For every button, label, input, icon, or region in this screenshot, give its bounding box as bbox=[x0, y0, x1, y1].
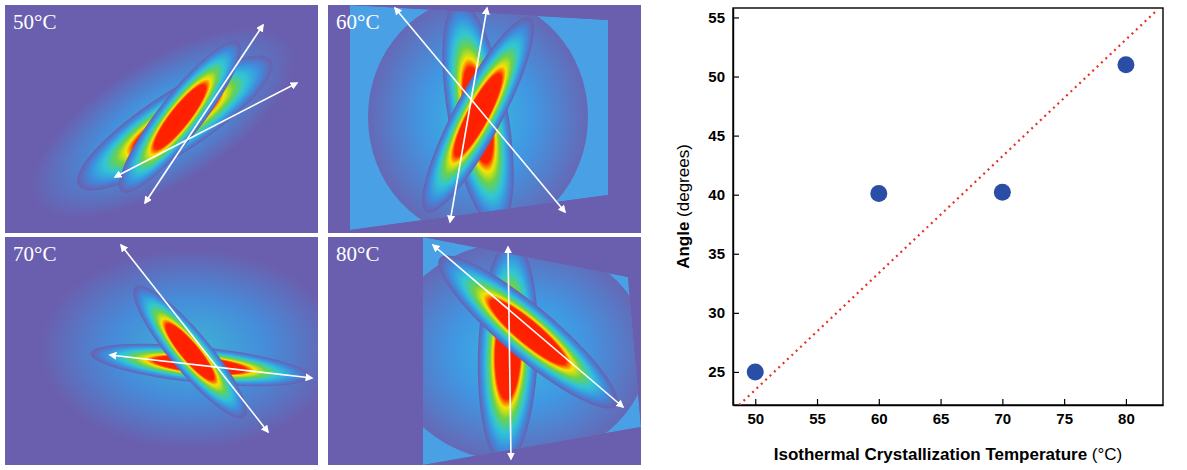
tick: 50 bbox=[747, 399, 764, 427]
pattern-panel: 70°C bbox=[5, 237, 340, 465]
tick-mark bbox=[733, 17, 739, 18]
tick-mark bbox=[817, 399, 818, 405]
tick-label: 30 bbox=[708, 304, 725, 321]
x-axis: 50 55 60 65 70 75 80 bbox=[734, 399, 1164, 427]
scattering-pattern bbox=[405, 7, 551, 224]
tick-mark bbox=[733, 136, 739, 137]
orientation-arrow bbox=[450, 8, 487, 222]
marks bbox=[739, 10, 1157, 405]
x-axis-title: Isothermal Crystallization Temperature (… bbox=[774, 445, 1122, 464]
orientation-arrow bbox=[508, 247, 511, 459]
scattering-pattern bbox=[120, 274, 260, 430]
tick-mark bbox=[1126, 399, 1127, 405]
tick: 25 bbox=[708, 363, 739, 380]
orientation-arrow bbox=[395, 8, 565, 212]
tick-label: 50 bbox=[747, 410, 764, 427]
orientation-arrow bbox=[121, 245, 268, 432]
scattering-pattern bbox=[368, 5, 588, 233]
tick-label: 35 bbox=[708, 245, 725, 262]
y-axis-title: Angle (degrees) bbox=[674, 144, 693, 269]
tick-label: 80 bbox=[1118, 410, 1135, 427]
data-point bbox=[1117, 56, 1134, 73]
tick: 55 bbox=[809, 399, 826, 427]
tick-mark bbox=[733, 372, 739, 373]
tick-mark bbox=[940, 399, 941, 405]
panel-label: 70°C bbox=[13, 242, 56, 266]
tick-mark bbox=[1064, 399, 1065, 405]
tick-label: 45 bbox=[708, 127, 725, 144]
tick-label: 65 bbox=[933, 410, 950, 427]
tick-mark bbox=[755, 399, 756, 405]
tick-mark bbox=[733, 76, 739, 77]
tick-label: 50 bbox=[708, 68, 725, 85]
orientation-arrow bbox=[115, 83, 297, 177]
orientation-arrow bbox=[145, 25, 263, 203]
plot-frame bbox=[733, 8, 1163, 405]
data-point bbox=[747, 363, 764, 380]
tick: 80 bbox=[1118, 399, 1135, 427]
pattern-panel: 80°C bbox=[328, 237, 648, 465]
fit-line bbox=[739, 10, 1157, 405]
data-point bbox=[994, 184, 1011, 201]
tick: 50 bbox=[708, 68, 739, 85]
tick: 55 bbox=[708, 9, 739, 26]
tick: 75 bbox=[1056, 399, 1073, 427]
data-point bbox=[870, 185, 887, 202]
tick-label: 70 bbox=[995, 410, 1012, 427]
pattern-panel: 60°C bbox=[328, 0, 641, 237]
tick: 45 bbox=[708, 127, 739, 144]
tick-mark bbox=[879, 399, 880, 405]
orientation-arrow bbox=[433, 245, 623, 407]
tick-label: 25 bbox=[708, 363, 725, 380]
panel-label: 80°C bbox=[336, 242, 379, 266]
scattering-pattern bbox=[40, 249, 318, 449]
tick: 65 bbox=[933, 399, 950, 427]
scattering-pattern bbox=[5, 5, 318, 233]
panel-label: 60°C bbox=[336, 10, 379, 34]
tick-label: 60 bbox=[871, 410, 888, 427]
tick-mark bbox=[733, 195, 739, 196]
tick: 40 bbox=[708, 186, 739, 203]
tick-label: 55 bbox=[809, 410, 826, 427]
tick: 60 bbox=[871, 399, 888, 427]
tick: 35 bbox=[708, 245, 739, 262]
scattering-pattern bbox=[423, 238, 633, 426]
tick: 30 bbox=[708, 304, 739, 321]
y-axis: 25 30 35 40 45 50 55 bbox=[708, 9, 739, 406]
tick-label: 40 bbox=[708, 186, 725, 203]
tick-label: 75 bbox=[1056, 410, 1073, 427]
tick-mark bbox=[733, 254, 739, 255]
panel-label: 50°C bbox=[13, 10, 56, 34]
tick-mark bbox=[733, 313, 739, 314]
tick: 70 bbox=[995, 399, 1012, 427]
pattern-panel: 50°C bbox=[3, 0, 323, 255]
tick-label: 55 bbox=[708, 9, 725, 26]
chart: 50 55 60 65 70 75 80 25 30 35 40 45 50 55 Isothermal C… bbox=[674, 8, 1164, 464]
scattering-pattern bbox=[104, 29, 256, 206]
tick-mark bbox=[1002, 399, 1003, 405]
